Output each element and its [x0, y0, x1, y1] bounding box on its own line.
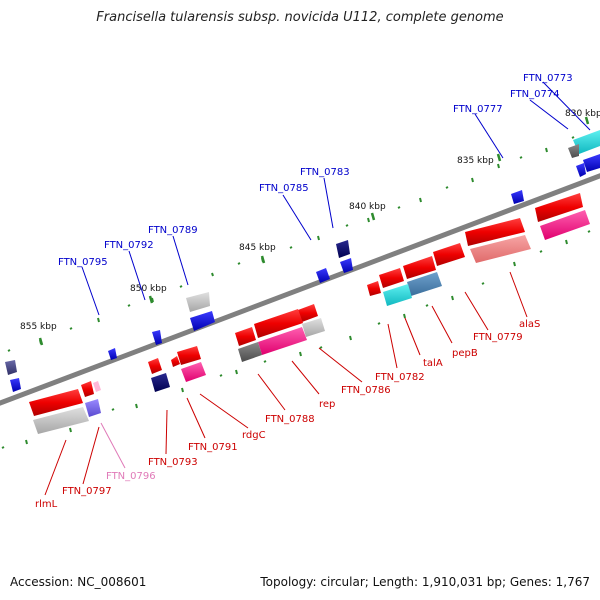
gene-left-a: [5, 360, 17, 375]
inner-tick-ring: [1, 230, 591, 449]
label-ftn0777: FTN_0777: [453, 104, 503, 115]
gene-rep-b: [258, 327, 307, 355]
gene-ftn0792: [152, 330, 162, 345]
gene-tala-a: [403, 256, 436, 279]
gene-ftn0786-a: [298, 304, 318, 322]
genome-title: Francisella tularensis subsp. novicida U…: [96, 10, 504, 25]
leader-ftn0796: [100, 422, 126, 469]
tick-835: 835 kbp: [457, 156, 494, 166]
label-ftn0797: FTN_0797: [62, 486, 112, 497]
gene-ftn0786-b: [302, 318, 325, 337]
gene-pepb: [433, 243, 465, 266]
gene-ftn0797-b: [85, 399, 101, 417]
label-ftn0786: FTN_0786: [341, 385, 391, 396]
lower-leader-lines: [44, 271, 528, 496]
label-ftn0782: FTN_0782: [375, 372, 425, 383]
gene-ftn0788-b: [238, 342, 262, 362]
gene-alas-a: [465, 218, 525, 246]
gene-ftn0797-a: [81, 381, 94, 397]
gene-ftn0793-a: [148, 358, 162, 374]
tick-840: 840 kbp: [349, 202, 386, 212]
gene-ftn0775: [583, 154, 600, 172]
gene-left-b: [10, 378, 21, 392]
label-ftn0783: FTN_0783: [300, 167, 350, 178]
label-ftn0795: FTN_0795: [58, 257, 108, 268]
gene-ftn0778: [511, 190, 524, 204]
gene-alas-b: [470, 235, 531, 263]
gene-right-pink: [540, 210, 590, 240]
label-ftn0792: FTN_0792: [104, 240, 154, 251]
gene-ftn0777: [576, 163, 586, 177]
gene-ftn0785: [316, 268, 330, 283]
gene-ftn0791: [171, 356, 180, 367]
label-rdgc: rdgC: [242, 430, 266, 441]
label-tala: talA: [423, 358, 443, 369]
label-ftn0774: FTN_0774: [510, 89, 560, 100]
lower-gene-labels: alaS FTN_0779 pepB talA FTN_0782 FTN_078…: [35, 319, 540, 510]
gene-ftn0774: [568, 144, 579, 158]
label-ftn0788: FTN_0788: [265, 414, 315, 425]
kbp-ticks: 830 kbp 835 kbp 840 kbp 845 kbp 850 kbp …: [20, 109, 600, 332]
gene-ftn0795: [108, 348, 117, 360]
gene-tala-b: [407, 272, 442, 296]
upper-gene-labels: FTN_0773 FTN_0774 FTN_0777 FTN_0783 FTN_…: [58, 73, 573, 268]
label-pepb: pepB: [452, 348, 478, 359]
genome-summary-text: Topology: circular; Length: 1,910,031 bp…: [260, 575, 590, 589]
label-ftn0789: FTN_0789: [148, 225, 198, 236]
gene-ftn0793-b: [151, 373, 170, 392]
gene-ftn0789b: [190, 311, 215, 331]
label-ftn0779: FTN_0779: [473, 332, 523, 343]
tick-830: 830 kbp: [565, 109, 600, 119]
gene-rep-a: [254, 309, 303, 338]
genome-backbone: [0, 173, 600, 406]
label-alas: alaS: [519, 319, 540, 330]
gene-ftn0782-a: [379, 268, 404, 288]
reverse-strand-features[interactable]: [29, 193, 590, 434]
accession-text: Accession: NC_008601: [10, 575, 147, 589]
gene-right-red: [535, 193, 583, 222]
label-ftn0793: FTN_0793: [148, 457, 198, 468]
tick-855: 855 kbp: [20, 322, 57, 332]
label-ftn0791: FTN_0791: [188, 442, 238, 453]
label-ftn0796: FTN_0796: [106, 471, 156, 482]
upper-leader-lines: [81, 81, 591, 316]
gene-ftn0789a: [186, 292, 210, 312]
label-rep: rep: [319, 399, 335, 410]
label-rlml: rlmL: [35, 499, 58, 510]
gene-ftn0773: [573, 130, 600, 154]
forward-strand-features[interactable]: [5, 130, 600, 392]
tick-845: 845 kbp: [239, 243, 276, 253]
gene-ftn0784: [340, 258, 353, 273]
label-ftn0785: FTN_0785: [259, 183, 309, 194]
gene-ftn0788-a: [235, 327, 256, 346]
gene-rdgc-a: [177, 346, 201, 365]
gene-ftn0796: [93, 381, 101, 392]
gene-rlml-b: [33, 407, 89, 434]
kbp-tick-marks: [38, 116, 590, 346]
gene-rlml-a: [29, 389, 83, 416]
tick-850: 850 kbp: [130, 284, 167, 294]
gene-ftn0782-b: [383, 284, 412, 306]
gene-ftn0781: [367, 281, 381, 296]
gene-rdgc-b: [181, 362, 206, 382]
label-ftn0773: FTN_0773: [523, 73, 573, 84]
gene-ftn0783: [336, 240, 350, 258]
